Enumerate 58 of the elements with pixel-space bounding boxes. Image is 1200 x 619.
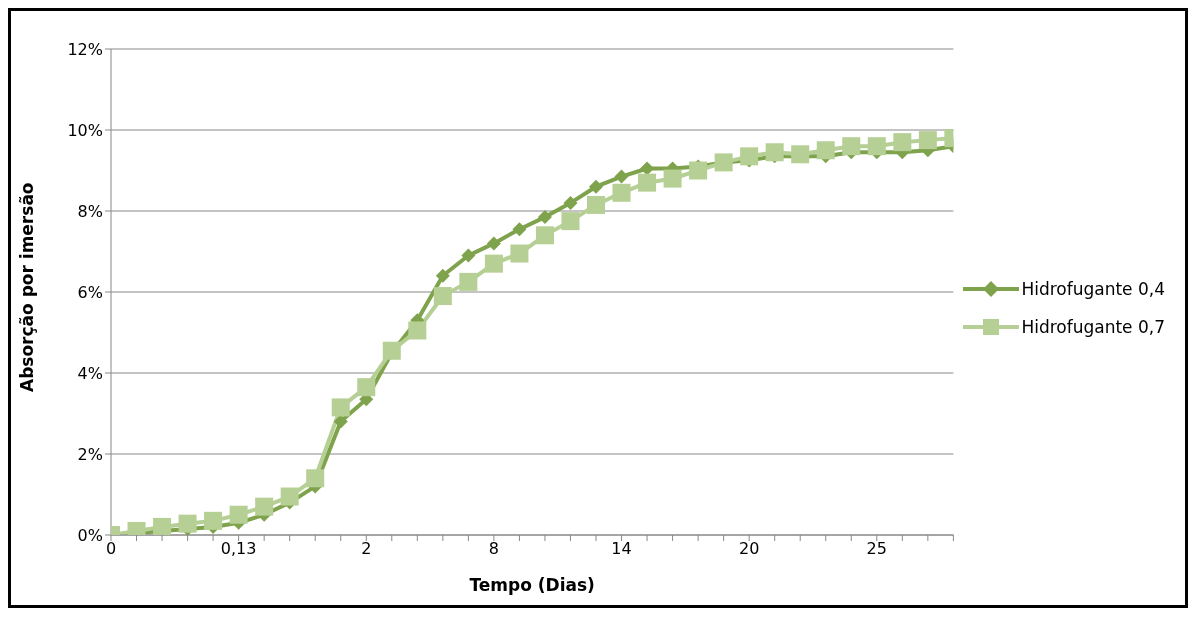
point — [280, 487, 299, 506]
point — [333, 414, 348, 429]
point — [893, 133, 912, 152]
point — [204, 511, 223, 530]
point — [765, 143, 784, 162]
x-tick-label: 0,13 — [220, 539, 257, 559]
point — [382, 341, 401, 360]
point — [535, 226, 554, 245]
y-tick-label: 10% — [67, 120, 103, 140]
point — [357, 378, 376, 397]
x-tick-label: 14 — [611, 539, 632, 559]
point — [563, 195, 578, 210]
y-tick-label: 0% — [77, 525, 103, 545]
point — [842, 137, 861, 156]
y-tick-label: 4% — [77, 363, 103, 383]
point — [640, 161, 655, 176]
point — [561, 212, 580, 231]
x-tick-label: 2 — [361, 539, 372, 559]
y-tick-label: 2% — [77, 444, 103, 464]
point — [255, 497, 274, 516]
point — [587, 195, 605, 214]
point — [816, 141, 835, 160]
point — [740, 147, 759, 166]
point — [918, 131, 937, 150]
point — [612, 183, 631, 202]
point — [614, 169, 629, 184]
y-tick-label: 8% — [77, 201, 103, 221]
point — [435, 268, 450, 283]
point — [433, 287, 452, 306]
point — [537, 210, 552, 225]
point — [461, 248, 476, 263]
y-tick-label: 6% — [77, 282, 103, 302]
point — [408, 321, 427, 340]
x-tick-label: 25 — [866, 539, 887, 559]
point — [867, 137, 886, 156]
y-axis-title: Absorção por imersão — [17, 182, 38, 392]
point — [589, 179, 603, 194]
point — [331, 398, 350, 417]
x-axis-title: Tempo (Dias) — [469, 575, 595, 595]
point — [510, 244, 529, 263]
y-tick-label: 12% — [67, 39, 103, 59]
point — [663, 169, 682, 188]
legend-label: Hidrofugante 0,7 — [1021, 317, 1165, 337]
point — [459, 272, 478, 291]
point — [486, 236, 501, 251]
point — [512, 222, 527, 237]
legend-label: Hidrofugante 0,4 — [1021, 279, 1165, 299]
point — [791, 145, 810, 164]
x-tick-label: 8 — [488, 539, 499, 559]
point — [484, 254, 503, 273]
point — [178, 514, 197, 533]
x-tick-label: 20 — [738, 539, 760, 559]
point — [306, 469, 325, 488]
point — [153, 517, 172, 535]
x-tick-label: 0 — [105, 539, 117, 559]
point — [638, 173, 657, 192]
point — [689, 161, 708, 180]
point — [229, 505, 248, 524]
